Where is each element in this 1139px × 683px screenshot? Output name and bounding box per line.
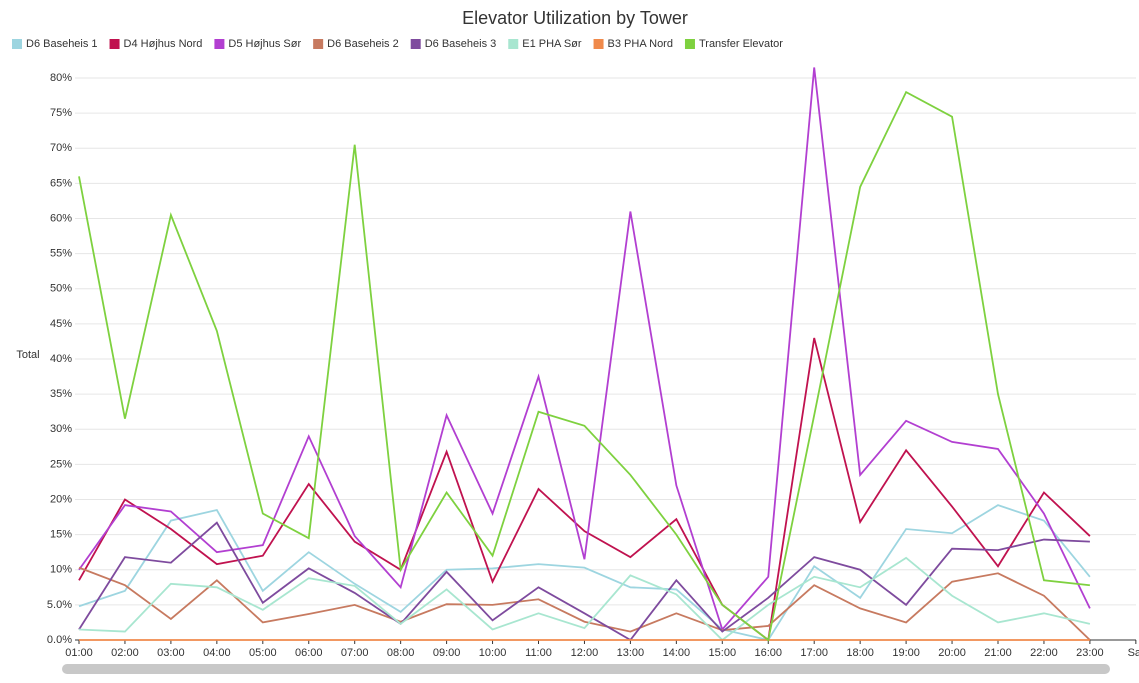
x-tick-label: 04:00 xyxy=(203,647,231,659)
y-tick-label: 20% xyxy=(50,493,72,505)
x-tick-label: 21:00 xyxy=(984,647,1012,659)
y-tick-label: 60% xyxy=(50,212,72,224)
x-tick-label: 06:00 xyxy=(295,647,323,659)
x-tick-label: 15:00 xyxy=(709,647,737,659)
series-line xyxy=(78,566,1091,641)
x-tick-label: 10:00 xyxy=(479,647,507,659)
y-tick-label: 65% xyxy=(50,177,72,189)
x-tick-label: 20:00 xyxy=(938,647,966,659)
series-line xyxy=(78,337,1091,642)
x-tick-label: 19:00 xyxy=(892,647,920,659)
legend-swatch xyxy=(410,39,421,49)
y-tick-label: 0.0% xyxy=(47,634,72,646)
legend-label: D5 Højhus Sør xyxy=(228,38,301,50)
legend-label: E1 PHA Sør xyxy=(522,38,582,50)
x-tick-label: Sat xyxy=(1128,647,1139,659)
y-tick-label: 70% xyxy=(50,142,72,154)
x-tick-label: 14:00 xyxy=(663,647,691,659)
y-tick-label: 80% xyxy=(50,72,72,84)
legend-label: D6 Baseheis 1 xyxy=(26,38,98,50)
series-line xyxy=(78,556,1091,642)
x-tick-label: 13:00 xyxy=(617,647,645,659)
chart-title: Elevator Utilization by Tower xyxy=(462,8,688,28)
x-tick-label: 16:00 xyxy=(754,647,782,659)
y-tick-label: 40% xyxy=(50,353,72,365)
y-tick-label: 5.0% xyxy=(47,599,72,611)
legend-swatch xyxy=(214,39,225,49)
series-line xyxy=(78,67,1091,632)
legend-swatch xyxy=(12,39,22,49)
series-line xyxy=(78,521,1090,642)
x-tick-label: 18:00 xyxy=(846,647,874,659)
x-tick-label: 09:00 xyxy=(433,647,461,659)
series-line xyxy=(78,504,1091,642)
legend-label: Transfer Elevator xyxy=(699,38,783,50)
x-tick-label: 05:00 xyxy=(249,647,277,659)
y-tick-label: 35% xyxy=(50,388,72,400)
y-tick-label: 10% xyxy=(50,564,72,576)
legend-swatch xyxy=(684,39,695,49)
x-tick-label: 02:00 xyxy=(111,647,139,659)
y-tick-label: 30% xyxy=(50,423,72,435)
x-tick-label: 22:00 xyxy=(1030,647,1058,659)
y-tick-label: 50% xyxy=(50,283,72,295)
y-tick-label: 45% xyxy=(50,318,72,330)
x-tick-label: 23:00 xyxy=(1076,647,1104,659)
series-line xyxy=(78,90,1090,642)
scrollbar[interactable] xyxy=(62,664,1110,674)
legend-label: D4 Højhus Nord xyxy=(124,38,203,50)
legend-swatch xyxy=(109,39,120,49)
x-tick-label: 11:00 xyxy=(525,647,552,659)
legend-swatch xyxy=(313,39,324,49)
legend-label: D6 Baseheis 3 xyxy=(425,38,497,50)
legend-label: D6 Baseheis 2 xyxy=(327,38,399,50)
x-tick-label: 03:00 xyxy=(157,647,185,659)
x-tick-label: 07:00 xyxy=(341,647,369,659)
legend-swatch xyxy=(593,39,604,49)
y-tick-label: 25% xyxy=(50,458,72,470)
x-tick-label: 08:00 xyxy=(387,647,415,659)
legend-swatch xyxy=(508,39,519,49)
x-tick-label: 01:00 xyxy=(65,647,93,659)
x-tick-label: 17:00 xyxy=(800,647,828,659)
legend-label: B3 PHA Nord xyxy=(608,38,673,50)
y-tick-label: 75% xyxy=(50,107,72,119)
y-tick-label: 15% xyxy=(50,529,72,541)
y-axis-label: Total xyxy=(16,349,39,361)
y-tick-label: 55% xyxy=(50,248,72,260)
x-tick-label: 12:00 xyxy=(571,647,599,659)
